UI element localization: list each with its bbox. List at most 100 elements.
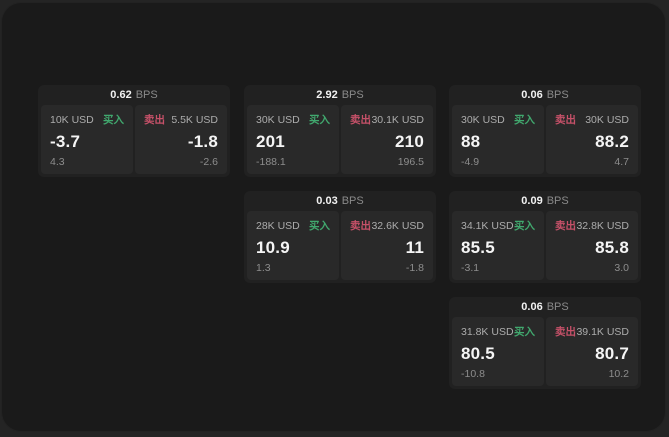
spread-unit-label: BPS [135,89,158,101]
sell-panel[interactable]: 卖出 5.5K USD -1.8 -2.6 [135,105,227,174]
sell-price: 85.8 [595,238,629,257]
quote-card-body: 31.8K USD 买入 80.5 -10.8 卖出 39.1K USD 80.… [449,317,641,389]
quote-card-4: 0.03 BPS 28K USD 买入 10.9 1.3 卖出 32.6K US… [244,191,436,283]
quote-card-5: 0.09 BPS 34.1K USD 买入 85.5 -3.1 卖出 32.8K… [449,191,641,283]
sell-amount: 32.6K USD [371,219,424,232]
spread-value: 0.62 [110,89,132,101]
spread-header: 0.09 BPS [449,191,641,211]
spread-unit-label: BPS [341,195,364,207]
buy-delta: 4.3 [50,156,65,168]
sell-panel-top: 卖出 30.1K USD [350,112,424,127]
quote-card-6: 0.06 BPS 31.8K USD 买入 80.5 -10.8 卖出 39.1… [449,297,641,389]
quote-card-body: 28K USD 买入 10.9 1.3 卖出 32.6K USD 11 -1.8 [244,211,436,283]
buy-panel[interactable]: 28K USD 买入 10.9 1.3 [247,211,339,280]
sell-delta: 4.7 [614,156,629,168]
buy-amount: 28K USD [256,219,300,232]
spread-value: 0.06 [521,89,543,101]
sell-delta: 3.0 [614,262,629,274]
buy-panel[interactable]: 31.8K USD 买入 80.5 -10.8 [452,317,544,386]
buy-panel[interactable]: 34.1K USD 买入 85.5 -3.1 [452,211,544,280]
buy-panel-top: 28K USD 买入 [256,218,330,233]
buy-amount: 10K USD [50,113,94,126]
quote-card-2: 2.92 BPS 30K USD 买入 201 -188.1 卖出 30.1K … [244,85,436,177]
sell-label: 卖出 [350,220,371,232]
sell-label: 卖出 [555,114,576,126]
spread-unit-label: BPS [546,89,569,101]
spread-unit-label: BPS [546,195,569,207]
buy-delta: -4.9 [461,156,480,168]
spread-value: 0.06 [521,301,543,313]
buy-panel-top: 10K USD 买入 [50,112,124,127]
sell-label: 卖出 [555,220,576,232]
spread-header: 0.06 BPS [449,297,641,317]
sell-price: 11 [405,238,424,257]
buy-panel-top: 31.8K USD 买入 [461,324,535,339]
buy-delta: 1.3 [256,262,271,274]
spread-value: 2.92 [316,89,338,101]
buy-amount: 30K USD [461,113,505,126]
buy-price: 80.5 [461,344,495,363]
buy-price: 10.9 [256,238,290,257]
buy-amount: 34.1K USD [461,219,514,232]
sell-panel-top: 卖出 32.6K USD [350,218,424,233]
buy-label: 买入 [514,114,535,126]
quote-card-3: 0.06 BPS 30K USD 买入 88 -4.9 卖出 30K USD 8… [449,85,641,177]
spread-value: 0.03 [316,195,338,207]
sell-panel[interactable]: 卖出 32.8K USD 85.8 3.0 [546,211,638,280]
buy-label: 买入 [514,326,535,338]
spread-value: 0.09 [521,195,543,207]
buy-panel-top: 34.1K USD 买入 [461,218,535,233]
buy-delta: -10.8 [461,368,485,380]
buy-price: 88 [461,132,481,151]
sell-panel[interactable]: 卖出 39.1K USD 80.7 10.2 [546,317,638,386]
spread-unit-label: BPS [546,301,569,313]
sell-label: 卖出 [144,114,165,126]
quote-card-1: 0.62 BPS 10K USD 买入 -3.7 4.3 卖出 5.5K USD… [38,85,230,177]
sell-delta: -1.8 [405,262,424,274]
spread-header: 0.03 BPS [244,191,436,211]
buy-delta: -3.1 [461,262,480,274]
sell-price: -1.8 [187,132,218,151]
sell-panel-top: 卖出 5.5K USD [144,112,218,127]
sell-price: 210 [395,132,424,151]
sell-amount: 32.8K USD [576,219,629,232]
sell-label: 卖出 [555,326,576,338]
buy-panel[interactable]: 10K USD 买入 -3.7 4.3 [41,105,133,174]
buy-label: 买入 [309,114,330,126]
buy-label: 买入 [103,114,124,126]
sell-delta: 10.2 [608,368,629,380]
sell-amount: 39.1K USD [576,325,629,338]
sell-panel[interactable]: 卖出 30.1K USD 210 196.5 [341,105,433,174]
sell-panel-top: 卖出 30K USD [555,112,629,127]
buy-price: 201 [256,132,285,151]
sell-panel-top: 卖出 39.1K USD [555,324,629,339]
quote-card-body: 30K USD 买入 88 -4.9 卖出 30K USD 88.2 4.7 [449,105,641,177]
spread-unit-label: BPS [341,89,364,101]
spread-header: 2.92 BPS [244,85,436,105]
sell-panel[interactable]: 卖出 30K USD 88.2 4.7 [546,105,638,174]
buy-panel[interactable]: 30K USD 买入 88 -4.9 [452,105,544,174]
quote-card-body: 10K USD 买入 -3.7 4.3 卖出 5.5K USD -1.8 -2.… [38,105,230,177]
buy-panel-top: 30K USD 买入 [461,112,535,127]
buy-delta: -188.1 [256,156,286,168]
buy-amount: 30K USD [256,113,300,126]
sell-panel[interactable]: 卖出 32.6K USD 11 -1.8 [341,211,433,280]
buy-price: 85.5 [461,238,495,257]
sell-price: 80.7 [595,344,629,363]
buy-panel[interactable]: 30K USD 买入 201 -188.1 [247,105,339,174]
sell-amount: 30.1K USD [371,113,424,126]
sell-amount: 5.5K USD [171,113,218,126]
buy-price: -3.7 [50,132,81,151]
quote-card-body: 30K USD 买入 201 -188.1 卖出 30.1K USD 210 1… [244,105,436,177]
sell-amount: 30K USD [585,113,629,126]
sell-label: 卖出 [350,114,371,126]
buy-amount: 31.8K USD [461,325,514,338]
spread-header: 0.06 BPS [449,85,641,105]
sell-price: 88.2 [595,132,629,151]
buy-label: 买入 [514,220,535,232]
sell-panel-top: 卖出 32.8K USD [555,218,629,233]
sell-delta: 196.5 [397,156,424,168]
spread-header: 0.62 BPS [38,85,230,105]
app-window: 0.62 BPS 10K USD 买入 -3.7 4.3 卖出 5.5K USD… [1,2,666,432]
sell-delta: -2.6 [199,156,218,168]
